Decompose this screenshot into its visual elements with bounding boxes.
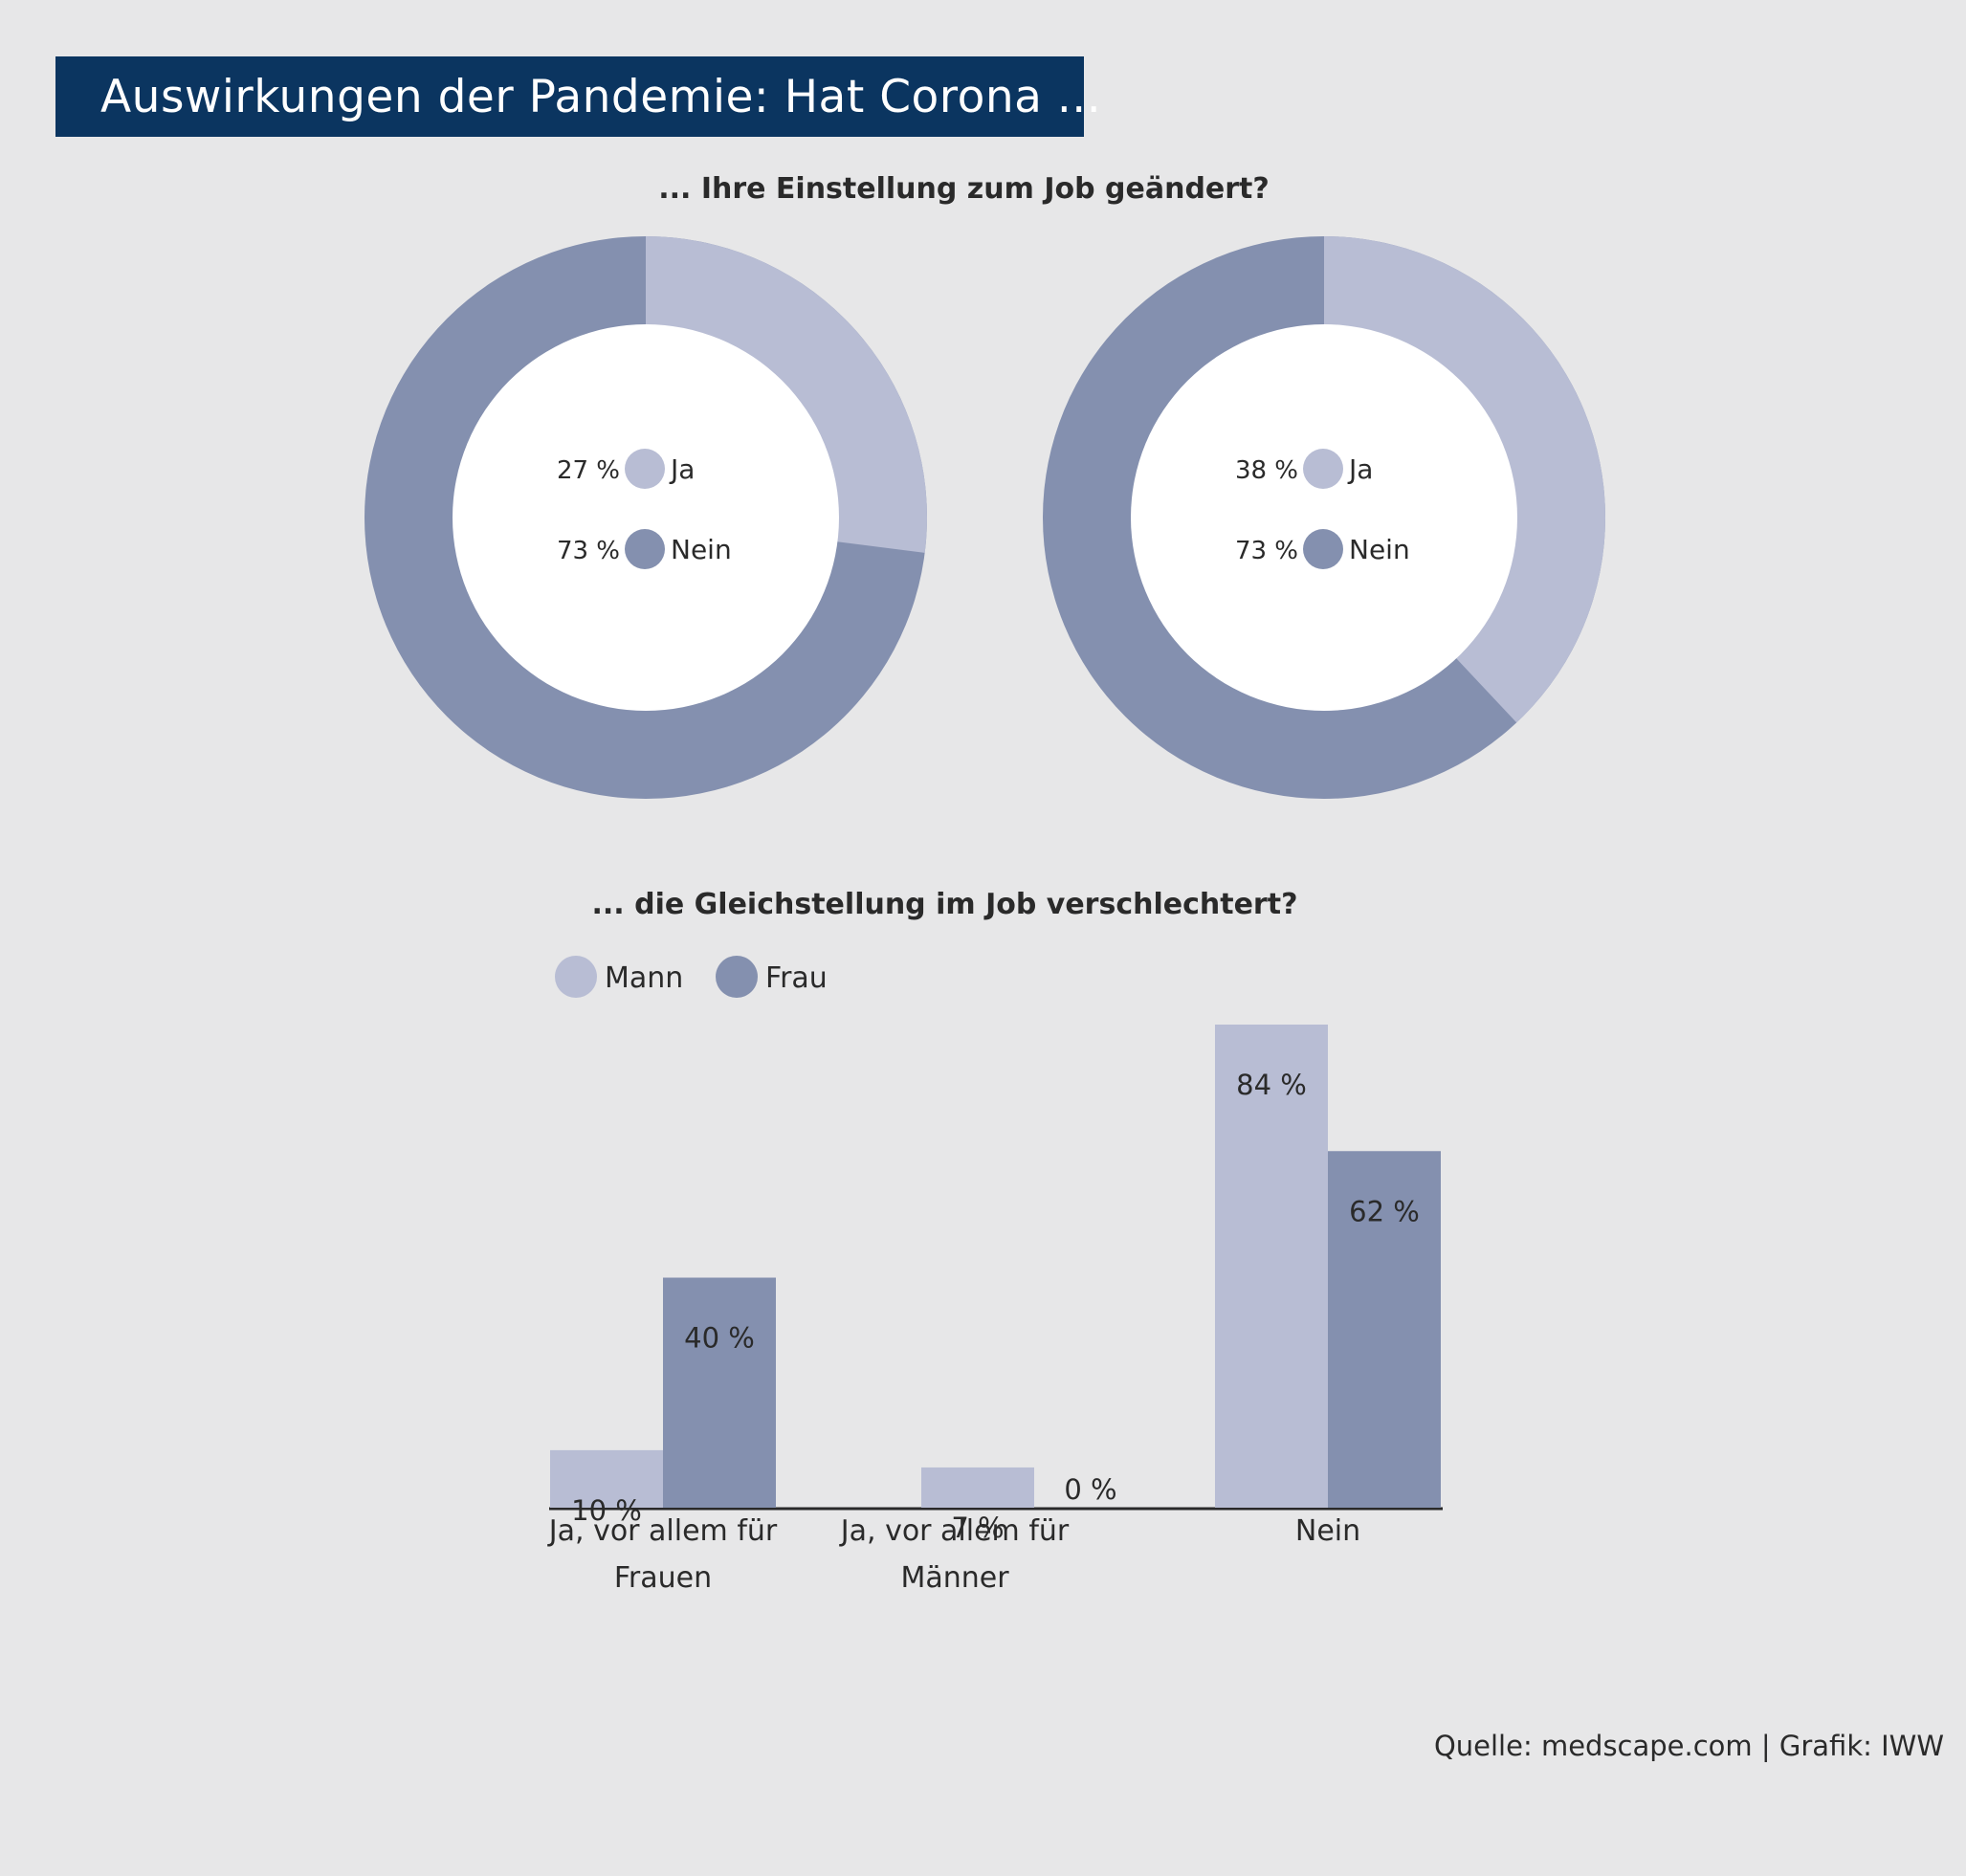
donut-value-label: 73 % bbox=[1235, 537, 1298, 565]
bar-mann bbox=[550, 1449, 663, 1508]
bar-value-label: 40 % bbox=[684, 1322, 755, 1355]
donut-hole bbox=[453, 324, 839, 711]
bar-value-label: 62 % bbox=[1349, 1195, 1420, 1227]
donut-category-label: Ja bbox=[1347, 453, 1373, 485]
donut-value-label: 38 % bbox=[1235, 456, 1298, 485]
legend-dot-nein bbox=[625, 529, 665, 569]
page-title: Auswirkungen der Pandemie: Hat Corona ..… bbox=[100, 71, 1102, 123]
donut-value-label: 73 % bbox=[557, 537, 620, 565]
donut-chart-title: ... Ihre Einstellung zum Job geändert? bbox=[658, 172, 1270, 206]
donut-category-label: Ja bbox=[669, 453, 695, 485]
bar-frau bbox=[1328, 1151, 1441, 1508]
legend-label-mann: Mann bbox=[605, 961, 683, 995]
donut-category-label: Nein bbox=[1349, 534, 1410, 565]
title-bar: Auswirkungen der Pandemie: Hat Corona ..… bbox=[55, 56, 1101, 137]
bar-chart-title: ... die Gleichstellung im Job verschlech… bbox=[591, 888, 1298, 921]
bar-value-label: 84 % bbox=[1236, 1069, 1307, 1101]
legend-dot-ja bbox=[625, 449, 665, 489]
category-label: Ja, vor allem für bbox=[547, 1514, 778, 1548]
bar-value-label: 7 % bbox=[951, 1512, 1004, 1544]
bar-mann bbox=[921, 1467, 1034, 1508]
legend-dot-nein bbox=[1303, 529, 1343, 569]
bar-mann bbox=[1215, 1025, 1328, 1508]
legend-dot-ja bbox=[1303, 449, 1343, 489]
donut-value-label: 27 % bbox=[557, 456, 620, 485]
bar-value-label: 0 % bbox=[1064, 1473, 1116, 1506]
source-note: Quelle: medscape.com | Grafik: IWW bbox=[1433, 1730, 1944, 1762]
legend-label-frau: Frau bbox=[765, 961, 828, 995]
bar-frau bbox=[663, 1277, 776, 1508]
legend-dot-frau bbox=[716, 956, 758, 998]
category-label: Frauen bbox=[614, 1561, 712, 1595]
donut-hole bbox=[1131, 324, 1517, 711]
bar-value-label: 10 % bbox=[571, 1494, 642, 1527]
donut-category-label: Nein bbox=[671, 534, 732, 565]
category-label: Ja, vor allem für bbox=[839, 1514, 1070, 1548]
category-label: Nein bbox=[1295, 1514, 1360, 1548]
legend-dot-mann bbox=[555, 956, 597, 998]
category-label: Männer bbox=[900, 1561, 1009, 1595]
